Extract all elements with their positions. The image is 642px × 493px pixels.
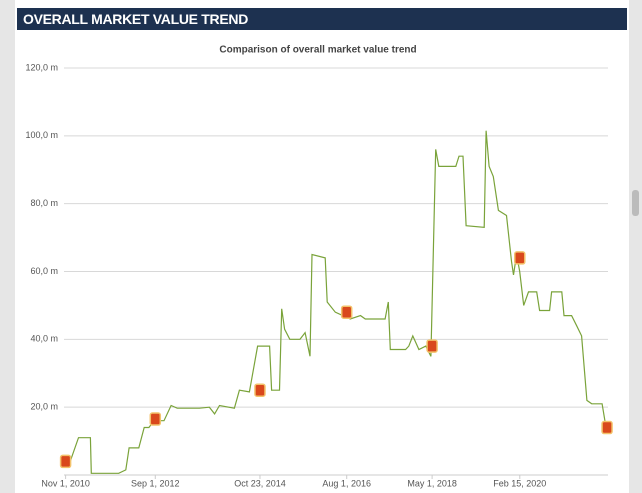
club-marker (149, 412, 162, 426)
section-header: OVERALL MARKET VALUE TREND (17, 8, 627, 30)
y-tick-label: 100,0 m (25, 130, 58, 140)
club-marker (254, 383, 266, 397)
club-marker (601, 420, 613, 435)
y-tick-label: 80,0 m (30, 198, 58, 208)
y-tick-label: 60,0 m (30, 266, 58, 276)
club-marker (514, 251, 526, 265)
club-marker (426, 339, 438, 353)
value-line (65, 130, 608, 474)
x-tick-label: Sep 1, 2012 (131, 478, 180, 488)
club-marker (59, 454, 72, 469)
scrollbar[interactable] (632, 190, 639, 216)
x-tick-label: Oct 23, 2014 (234, 478, 286, 488)
y-tick-label: 120,0 m (25, 62, 58, 72)
club-marker (340, 305, 353, 319)
x-tick-label: Nov 1, 2010 (41, 478, 90, 488)
x-tick-label: May 1, 2018 (407, 478, 457, 488)
y-tick-label: 20,0 m (30, 402, 58, 412)
card: OVERALL MARKET VALUE TREND (15, 0, 629, 493)
chart-title: Comparison of overall market value trend (219, 45, 416, 56)
x-tick-label: Aug 1, 2016 (322, 478, 371, 488)
y-tick-label: 40,0 m (30, 334, 58, 344)
x-tick-label: Feb 15, 2020 (493, 478, 546, 488)
